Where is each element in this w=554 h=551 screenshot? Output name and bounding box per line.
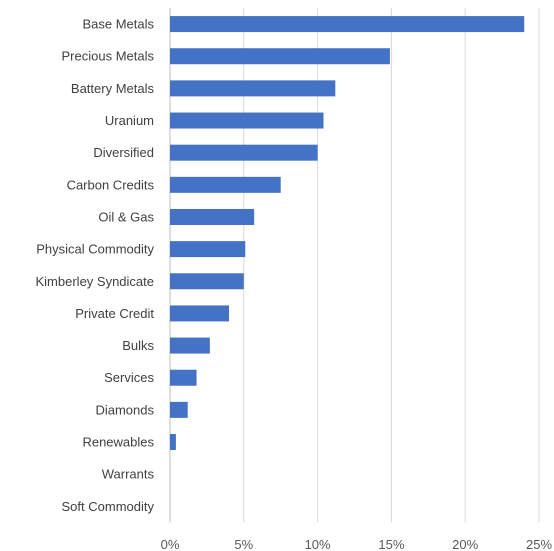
category-label: Services: [104, 370, 154, 385]
category-label: Diversified: [93, 145, 154, 160]
bar: [170, 369, 197, 386]
category-label: Warrants: [102, 467, 155, 482]
category-label: Soft Commodity: [62, 499, 155, 514]
category-label: Uranium: [105, 113, 154, 128]
bar: [170, 241, 246, 258]
x-tick-label: 20%: [452, 537, 478, 551]
category-label: Private Credit: [75, 306, 154, 321]
bar: [170, 434, 176, 451]
x-tick-label: 25%: [526, 537, 552, 551]
category-label: Physical Commodity: [36, 242, 154, 257]
category-label: Diamonds: [95, 402, 154, 417]
category-label: Carbon Credits: [67, 177, 155, 192]
category-labels: Base Metals Precious Metals Battery Metals…: [36, 17, 155, 514]
bar: [170, 16, 525, 33]
category-label: Kimberley Syndicate: [36, 274, 155, 289]
x-tick-label: 15%: [378, 537, 404, 551]
bar: [170, 48, 390, 65]
category-label: Oil & Gas: [98, 209, 154, 224]
bar: [170, 273, 244, 290]
bar: [170, 112, 324, 129]
bar: [170, 176, 281, 193]
category-label: Base Metals: [82, 17, 154, 32]
category-label: Precious Metals: [62, 49, 155, 64]
x-tick-label: 0%: [161, 537, 180, 551]
bar: [170, 80, 336, 97]
x-tick-label: 10%: [305, 537, 331, 551]
bars: [170, 16, 525, 451]
x-tick-labels: 0% 5% 10% 15% 20% 25%: [161, 537, 553, 551]
bar: [170, 401, 188, 418]
category-label: Bulks: [122, 338, 154, 353]
category-label: Battery Metals: [71, 81, 155, 96]
bar: [170, 305, 230, 322]
x-tick-label: 5%: [234, 537, 253, 551]
bar: [170, 208, 255, 225]
category-label: Renewables: [82, 435, 154, 450]
bar: [170, 337, 210, 354]
bar: [170, 144, 318, 161]
